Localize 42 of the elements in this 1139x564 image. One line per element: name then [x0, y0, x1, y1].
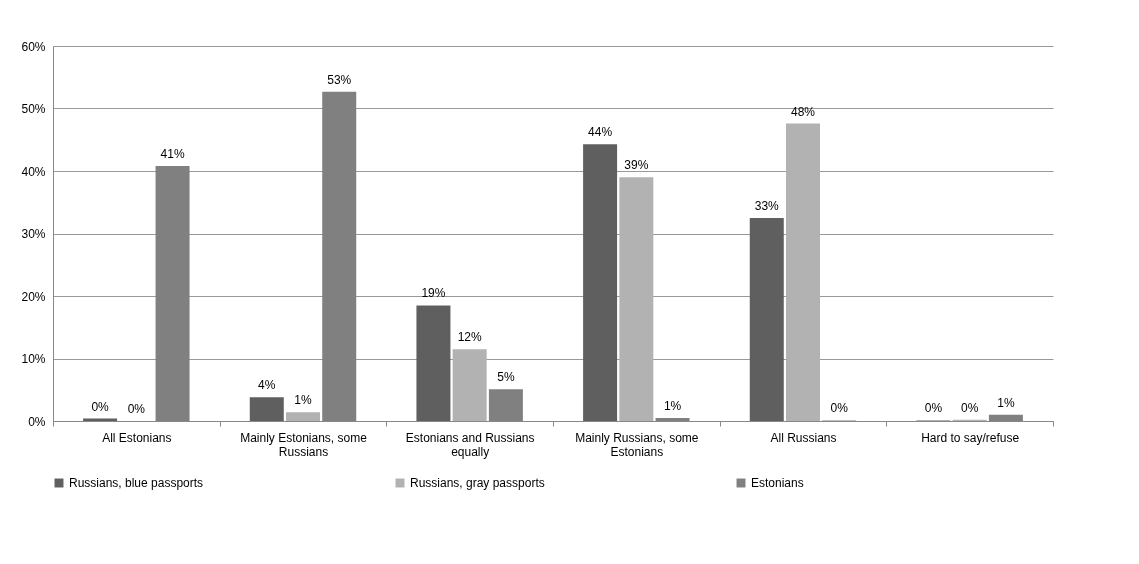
data-label: 1% [663, 398, 682, 413]
legend-label: Estonians [751, 476, 804, 490]
data-label: 44% [588, 125, 613, 140]
bar [416, 305, 451, 421]
x-tick-label: All Russians [770, 430, 837, 445]
bar [249, 397, 284, 421]
data-label: 1% [294, 393, 312, 408]
data-label: 0% [91, 399, 110, 414]
y-tick-label: 10% [21, 352, 46, 366]
data-label: 4% [258, 378, 276, 393]
bar [619, 177, 654, 421]
legend-label: Russians, blue passports [69, 476, 204, 490]
data-label: 53% [327, 72, 352, 87]
data-label: 33% [754, 198, 780, 213]
x-tick-label: All Estonians [102, 430, 172, 445]
bar [583, 144, 618, 421]
data-label: 0% [924, 401, 943, 416]
y-tick-label: 30% [21, 227, 46, 241]
data-label: 39% [624, 158, 649, 173]
data-label: 0% [127, 402, 146, 416]
y-tick-label: 20% [21, 289, 46, 304]
bar [452, 349, 487, 421]
x-tick-label: Estonians and Russians equally [405, 430, 535, 459]
bar [749, 217, 784, 421]
data-label: 5% [497, 370, 515, 385]
y-tick-label: 60% [21, 39, 46, 54]
data-label: 19% [421, 286, 446, 301]
data-label: 41% [160, 147, 185, 161]
legend-label: Russians, gray passports [410, 476, 545, 490]
bar [286, 412, 320, 421]
x-tick-label: Mainly Estonians, some Russians [240, 430, 368, 459]
data-label: 0% [960, 400, 979, 415]
data-label: 12% [457, 330, 482, 345]
data-label: 48% [790, 104, 816, 119]
y-tick-label: 0% [28, 414, 46, 429]
y-tick-label: 40% [21, 164, 46, 179]
y-tick-label: 50% [21, 102, 46, 116]
data-label: 1% [997, 395, 1015, 410]
data-label: 0% [830, 401, 849, 416]
bar [786, 123, 820, 421]
x-tick-label: Mainly Russians, some Estonians [575, 430, 699, 459]
x-tick-label: Hard to say/refuse [921, 430, 1020, 445]
